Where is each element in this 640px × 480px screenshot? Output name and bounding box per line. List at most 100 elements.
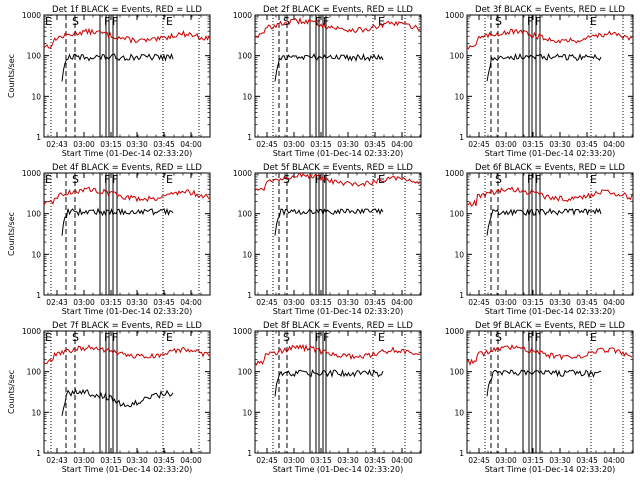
- event-marker-label: F: [535, 331, 541, 344]
- series-line-events: [486, 52, 602, 82]
- x-tick-label: 03:45: [576, 456, 598, 465]
- series-line-lld: [43, 27, 210, 49]
- x-tick-label: 02:43: [46, 140, 68, 149]
- panel-det-5f: Det 5f BLACK = Events, RED = LLD 1 10 100 10…: [233, 163, 422, 316]
- event-marker-label: E: [45, 15, 52, 28]
- series-line-events: [486, 369, 602, 397]
- x-tick-label: 03:45: [153, 456, 175, 465]
- x-tick-label: 03:30: [549, 298, 571, 307]
- series-line-lld: [43, 186, 210, 206]
- event-marker-label: E: [590, 173, 597, 186]
- event-marker-label: F: [315, 173, 321, 186]
- panel-title: Det 9f BLACK = Events, RED = LLD: [475, 321, 625, 331]
- event-marker-label: S: [72, 173, 79, 186]
- y-tick-label: 1: [36, 449, 41, 458]
- x-tick-label: 04:00: [603, 456, 625, 465]
- event-marker-label: F: [527, 331, 533, 344]
- plot-frame: [43, 172, 211, 296]
- y-tick-label: 1000: [22, 327, 41, 336]
- y-tick-label: 1000: [233, 169, 252, 178]
- x-tick-label: 04:00: [603, 298, 625, 307]
- event-marker-label: F: [527, 173, 533, 186]
- event-marker-label: E: [166, 331, 173, 344]
- y-tick-label: 100: [238, 52, 253, 61]
- x-tick-label: 03:30: [337, 456, 359, 465]
- x-tick-label: 03:15: [310, 140, 332, 149]
- plot-frame: [254, 14, 422, 138]
- event-marker-label: F: [323, 331, 329, 344]
- series-line-events: [61, 52, 174, 82]
- x-tick-label: 03:15: [522, 140, 544, 149]
- panel-det-1f: Det 1f BLACK = Events, RED = LLD 1 10 100 10…: [7, 5, 211, 158]
- x-axis-label: Start Time (01-Dec-14 02:33:20): [485, 307, 616, 316]
- event-marker-label: E: [45, 331, 52, 344]
- y-tick-label: 10: [31, 250, 41, 259]
- x-tick-label: 04:00: [391, 298, 413, 307]
- y-tick-label: 1: [247, 291, 252, 300]
- x-axis-label: Start Time (01-Dec-14 02:33:20): [273, 149, 404, 158]
- x-tick-label: 02:43: [46, 456, 68, 465]
- event-marker-label: E: [378, 15, 385, 28]
- y-tick-label: 1: [459, 449, 464, 458]
- event-marker-label: E: [378, 331, 385, 344]
- x-tick-label: 03:00: [495, 298, 517, 307]
- plot-frame: [466, 172, 634, 296]
- y-tick-label: 10: [454, 408, 464, 417]
- x-tick-label: 03:45: [153, 298, 175, 307]
- y-tick-label: 1000: [445, 169, 464, 178]
- x-tick-label: 02:45: [256, 456, 278, 465]
- y-tick-label: 1000: [445, 327, 464, 336]
- y-tick-label: 10: [454, 92, 464, 101]
- series-line-lld: [466, 344, 633, 367]
- y-tick-label: 100: [27, 210, 42, 219]
- x-tick-label: 03:00: [73, 298, 95, 307]
- panel-title: Det 2f BLACK = Events, RED = LLD: [263, 5, 413, 15]
- event-marker-label: E: [45, 173, 52, 186]
- y-tick-label: 10: [242, 250, 252, 259]
- x-tick-label: 02:45: [468, 456, 490, 465]
- x-tick-label: 03:45: [153, 140, 175, 149]
- x-tick-label: 02:45: [256, 140, 278, 149]
- y-tick-label: 1: [36, 133, 41, 142]
- event-marker-label: F: [535, 15, 541, 28]
- panel-title: Det 8f BLACK = Events, RED = LLD: [263, 321, 413, 331]
- x-tick-label: 03:00: [73, 456, 95, 465]
- event-marker-label: S: [72, 331, 79, 344]
- plot-frame: [466, 330, 634, 454]
- y-tick-label: 1000: [233, 11, 252, 20]
- plot-frame: [43, 14, 211, 138]
- x-tick-label: 04:00: [180, 140, 202, 149]
- y-tick-label: 10: [454, 250, 464, 259]
- x-tick-label: 03:30: [337, 140, 359, 149]
- x-axis-label: Start Time (01-Dec-14 02:33:20): [485, 149, 616, 158]
- x-tick-label: 03:00: [283, 298, 305, 307]
- x-tick-label: 03:15: [522, 456, 544, 465]
- x-tick-label: 03:30: [549, 140, 571, 149]
- event-marker-label: F: [112, 15, 118, 28]
- series-line-lld: [254, 172, 421, 192]
- x-tick-label: 03:15: [310, 456, 332, 465]
- panel-title: Det 4f BLACK = Events, RED = LLD: [52, 163, 202, 173]
- event-marker-label: E: [590, 331, 597, 344]
- x-tick-label: 03:15: [100, 140, 122, 149]
- event-marker-label: F: [535, 173, 541, 186]
- y-tick-label: 10: [242, 92, 252, 101]
- event-marker-label: E: [378, 173, 385, 186]
- panel-title: Det 7f BLACK = Events, RED = LLD: [52, 321, 202, 331]
- plot-frame: [466, 14, 634, 138]
- y-tick-label: 1000: [22, 169, 41, 178]
- x-tick-label: 04:00: [603, 140, 625, 149]
- series-line-events: [274, 368, 384, 397]
- x-tick-label: 04:00: [391, 140, 413, 149]
- x-tick-label: 04:00: [391, 456, 413, 465]
- x-tick-label: 04:00: [180, 298, 202, 307]
- y-tick-label: 100: [450, 210, 465, 219]
- x-tick-label: 03:15: [100, 456, 122, 465]
- panel-title: Det 3f BLACK = Events, RED = LLD: [475, 5, 625, 15]
- x-tick-label: 02:43: [46, 298, 68, 307]
- event-marker-label: F: [527, 15, 533, 28]
- event-marker-label: S: [495, 173, 502, 186]
- event-marker-label: F: [104, 331, 110, 344]
- y-tick-label: 100: [450, 52, 465, 61]
- series-line-events: [274, 53, 384, 82]
